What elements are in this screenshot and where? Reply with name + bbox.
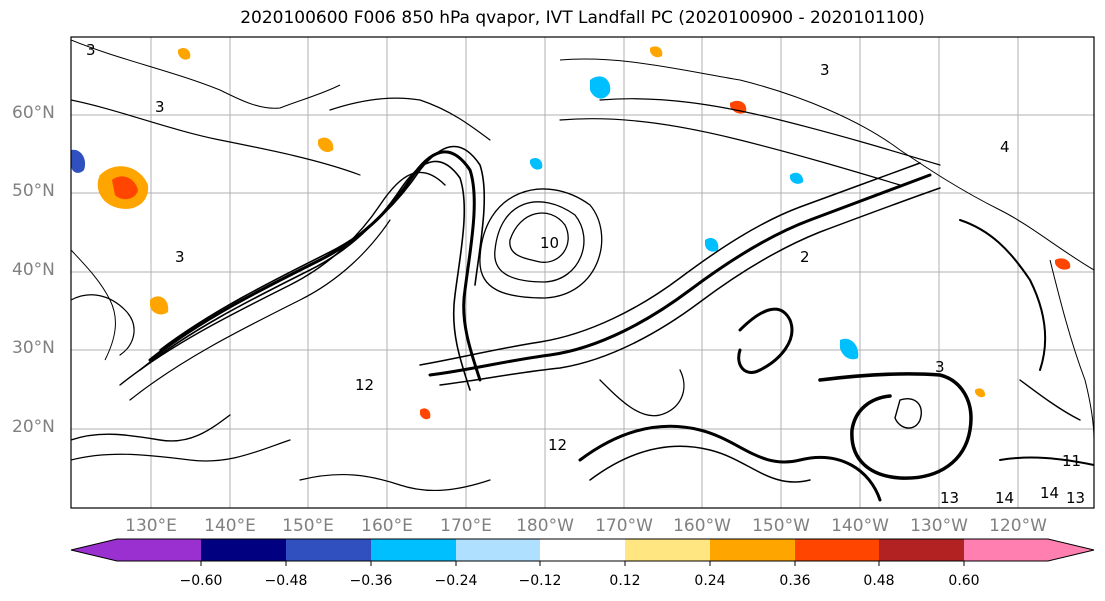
colorbar-segment: [879, 539, 964, 561]
contour-label: 11: [1062, 452, 1081, 470]
contour-label: 10: [540, 234, 559, 252]
colorbar-tick-label: −0.12: [518, 573, 562, 589]
longitude-label: 130°W: [910, 516, 968, 536]
contour-label: 12: [548, 436, 567, 454]
colorbar: [70, 538, 1095, 566]
contour-label: 3: [155, 98, 165, 116]
colorbar-tick-label: −0.60: [179, 573, 223, 589]
colorbar-segment: [540, 539, 625, 561]
contour-label: 2: [800, 248, 810, 266]
colorbar-segment: [456, 539, 540, 561]
coastlines: [71, 39, 1094, 441]
contour-label: 14: [1040, 484, 1059, 502]
contour-label: 4: [1000, 138, 1010, 156]
longitude-label: 140°E: [204, 516, 256, 536]
contour-label: 3: [86, 41, 96, 59]
latitude-label: 50°N: [12, 181, 55, 201]
colorbar-tick-label: −0.48: [264, 573, 308, 589]
colorbar-tick-label: 0.48: [863, 573, 895, 589]
latitude-label: 40°N: [12, 260, 55, 280]
colorbar-segment: [71, 539, 201, 561]
contour-label: 12: [355, 376, 374, 394]
longitude-label: 160°W: [673, 516, 731, 536]
map-title: 2020100600 F006 850 hPa qvapor, IVT Land…: [240, 8, 925, 28]
longitude-label: 160°E: [361, 516, 413, 536]
longitude-label: 170°W: [595, 516, 653, 536]
colorbar-segment: [371, 539, 456, 561]
longitude-label: 150°W: [752, 516, 810, 536]
longitude-label: 140°W: [831, 516, 889, 536]
latitude-label: 60°N: [12, 103, 55, 123]
colorbar-tick-label: 0.60: [948, 573, 980, 589]
longitude-label: 120°W: [989, 516, 1047, 536]
longitude-label: 170°E: [440, 516, 492, 536]
contour-label: 13: [940, 489, 959, 507]
shading-patches: [71, 46, 1071, 420]
longitude-label: 130°E: [125, 516, 177, 536]
ivt-contours: [71, 97, 1094, 502]
map-panel: 3 3 3 3 4 10 12 11 13 14 14 13 3 2 12: [70, 36, 1095, 509]
colorbar-tick-label: 0.24: [694, 573, 726, 589]
contour-label: 3: [820, 61, 830, 79]
latitude-label: 30°N: [12, 338, 55, 358]
colorbar-segment: [286, 539, 371, 561]
contour-label: 14: [995, 489, 1014, 507]
latitude-label: 20°N: [12, 417, 55, 437]
longitude-label: 180°W: [516, 516, 574, 536]
colorbar-tick-label: 0.12: [609, 573, 641, 589]
colorbar-segment: [710, 539, 795, 561]
contour-label: 3: [935, 358, 945, 376]
contour-label: 13: [1066, 489, 1085, 507]
colorbar-segment: [795, 539, 879, 561]
colorbar-tick-label: 0.36: [779, 573, 811, 589]
contour-label: 3: [175, 248, 185, 266]
colorbar-segment: [964, 539, 1094, 561]
colorbar-tick-label: −0.24: [434, 573, 478, 589]
colorbar-tick-label: −0.36: [349, 573, 393, 589]
longitude-label: 150°E: [282, 516, 334, 536]
colorbar-segment: [201, 539, 286, 561]
colorbar-segment: [625, 539, 710, 561]
